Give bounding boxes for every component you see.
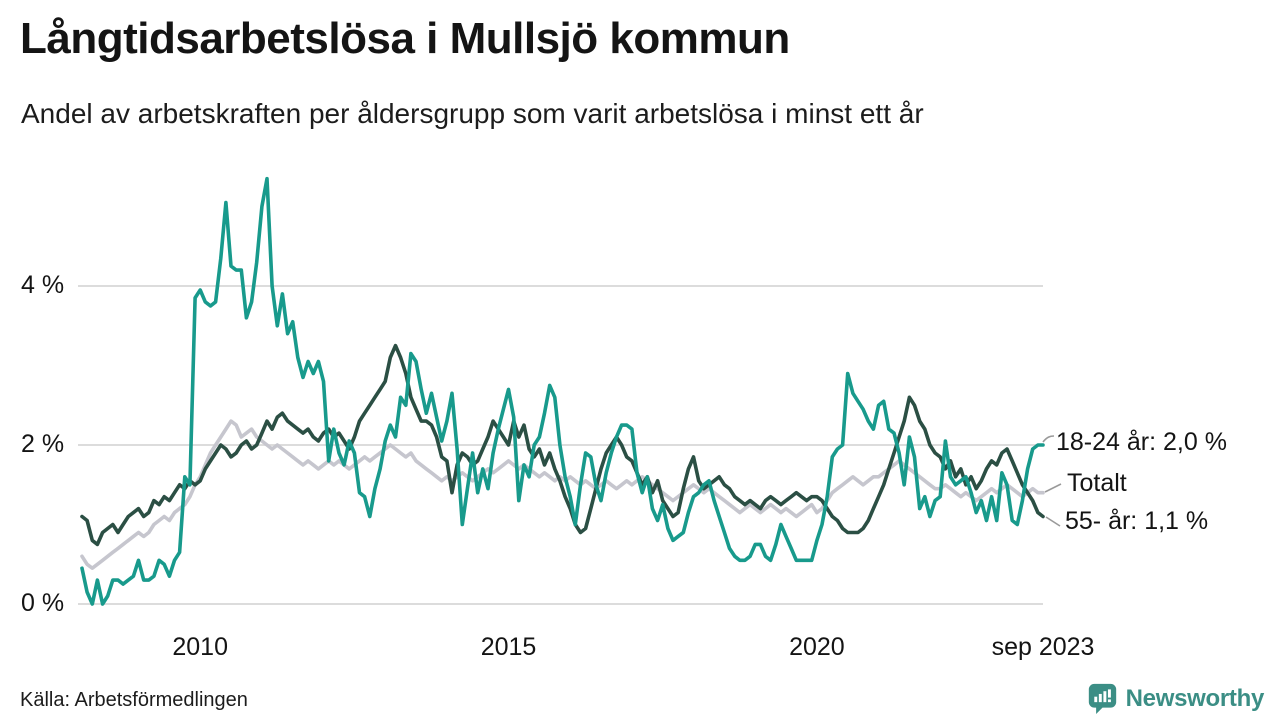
page-title: Långtidsarbetslösa i Mullsjö kommun [20, 14, 790, 63]
x-axis-tick-2020: 2020 [789, 633, 845, 661]
series-label-totalt: Totalt [1067, 469, 1127, 497]
series-line-Totalt [80, 419, 1045, 571]
series-label-55: 55- år: 1,1 % [1065, 507, 1209, 535]
x-axis-tick-2010: 2010 [172, 633, 228, 661]
y-axis-tick-4: 4 % [21, 271, 65, 299]
x-axis-tick-2015: 2015 [480, 633, 537, 661]
leader-lines [1042, 435, 1062, 527]
series-label-18-24: 18-24 år: 2,0 % [1056, 428, 1227, 456]
source-credit: Källa: Arbetsförmedlingen [20, 689, 248, 711]
page-subtitle: Andel av arbetskraften per åldersgrupp s… [21, 98, 924, 129]
newsworthy-speech-bubble-barchart-icon [1087, 683, 1118, 714]
series-line-18-24-år [80, 176, 1045, 606]
y-axis-tick-0: 0 % [21, 589, 65, 617]
leader-55 [1045, 516, 1061, 527]
series-line-55--år [80, 343, 1045, 547]
leader-18-24 [1042, 435, 1055, 443]
x-axis-tick-sep-2023: sep 2023 [991, 633, 1095, 661]
brand-name: Newsworthy [1125, 684, 1265, 712]
brand-logo: Newsworthy [1087, 683, 1264, 714]
y-axis-tick-2: 2 % [21, 430, 65, 458]
leader-totalt [1044, 483, 1062, 493]
